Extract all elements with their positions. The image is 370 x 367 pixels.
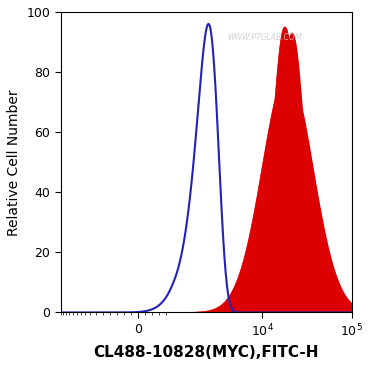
Text: WWW.PTGLAB.COM: WWW.PTGLAB.COM <box>227 33 302 42</box>
X-axis label: CL488-10828(MYC),FITC-H: CL488-10828(MYC),FITC-H <box>94 345 319 360</box>
Y-axis label: Relative Cell Number: Relative Cell Number <box>7 89 21 236</box>
